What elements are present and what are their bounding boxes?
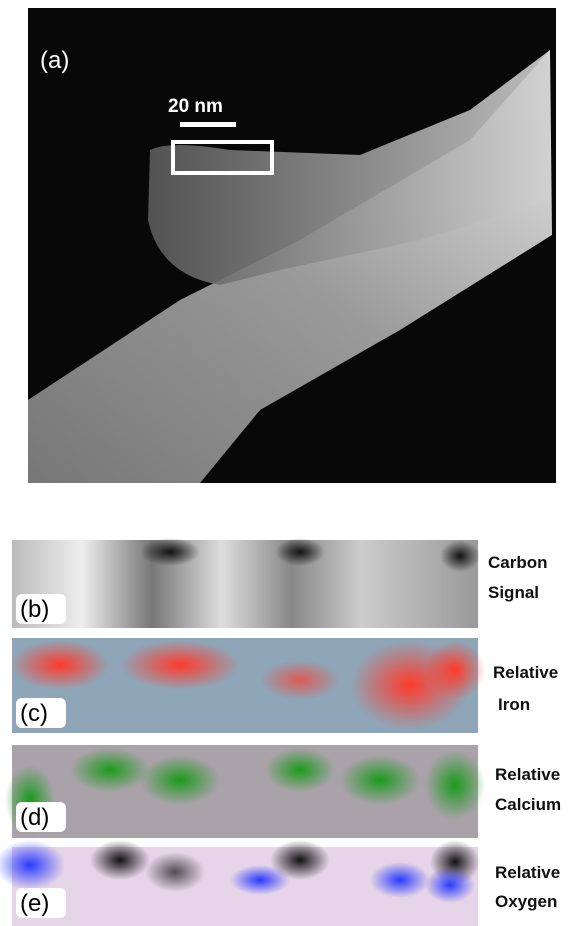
panel-d: (d) Relative Calcium — [5, 745, 561, 838]
caption: Calcium — [495, 795, 561, 814]
caption: Iron — [498, 695, 530, 714]
figure: (a) 20 nm (b) Carbon Signal (c) Relative… — [0, 0, 585, 926]
panel-label: (c) — [20, 700, 48, 727]
caption: Oxygen — [495, 892, 557, 911]
caption: Relative — [495, 863, 560, 882]
caption: Signal — [488, 583, 539, 602]
scale-bar-label: 20 nm — [168, 96, 223, 117]
panel-label: (b) — [20, 596, 49, 623]
panel-label: (e) — [20, 890, 49, 917]
caption: Relative — [495, 765, 560, 784]
caption: Carbon — [488, 553, 548, 572]
caption: Relative — [493, 663, 558, 682]
panel-a: (a) 20 nm — [28, 8, 556, 483]
panel-c: (c) Relative Iron — [10, 638, 558, 733]
panel-e: (e) Relative Oxygen — [0, 840, 560, 926]
scale-bar — [180, 122, 236, 127]
panel-label: (d) — [20, 804, 49, 831]
panel-b: (b) Carbon Signal — [12, 538, 548, 628]
panel-label: (a) — [40, 47, 69, 74]
